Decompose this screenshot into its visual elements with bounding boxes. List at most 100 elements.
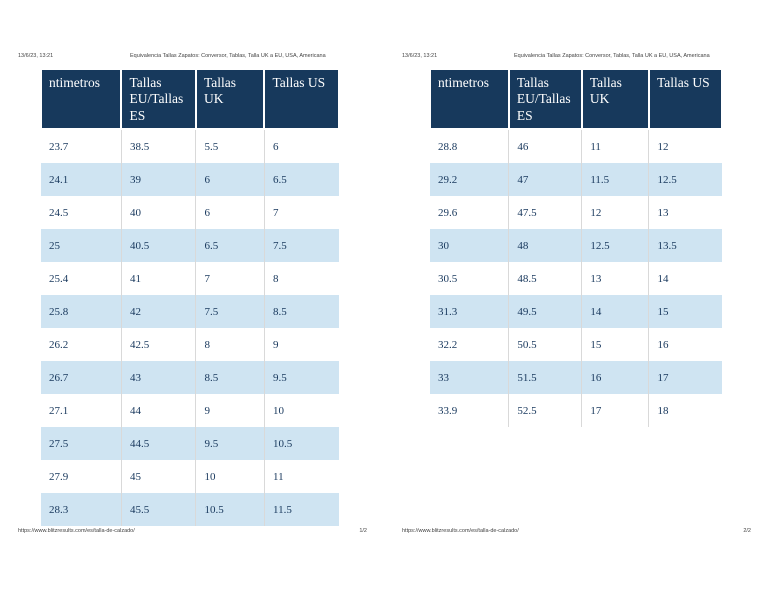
table-cell: 24.1 xyxy=(41,163,122,197)
table-cell: 28.8 xyxy=(430,129,509,164)
table-cell: 14 xyxy=(648,262,722,296)
table-cell: 7.5 xyxy=(263,229,339,263)
table-cell: 41 xyxy=(120,262,196,296)
table-row: 27.9 45 10 11 xyxy=(41,460,339,494)
table-cell: 13.5 xyxy=(648,229,722,263)
table-cell: 26.7 xyxy=(41,361,122,395)
table-header-row: ntimetros Tallas EU/Tallas ES Tallas UK … xyxy=(39,67,340,131)
table-cell: 6.5 xyxy=(263,163,339,197)
table-cell: 27.5 xyxy=(41,427,122,461)
col-header-uk: Tallas UK xyxy=(580,67,650,131)
table-cell: 6.5 xyxy=(195,229,265,263)
table-cell: 13 xyxy=(581,262,649,296)
table-cell: 42.5 xyxy=(120,328,196,362)
table-row: 25.4 41 7 8 xyxy=(41,262,339,296)
col-header-uk: Tallas UK xyxy=(194,67,266,131)
table-cell: 11 xyxy=(581,129,649,164)
table-cell: 40.5 xyxy=(120,229,196,263)
col-header-eu-es: Tallas EU/Tallas ES xyxy=(507,67,583,131)
page-number: 1/2 xyxy=(359,528,367,534)
table-row: 23.7 38.5 5.5 6 xyxy=(41,129,339,164)
table-row: 33.9 52.5 17 18 xyxy=(430,394,722,428)
table-cell: 33.9 xyxy=(430,394,509,428)
table-cell: 12 xyxy=(581,196,649,230)
table-cell: 48 xyxy=(508,229,582,263)
col-header-eu-es: Tallas EU/Tallas ES xyxy=(120,67,197,131)
table-cell: 12.5 xyxy=(581,229,649,263)
table-cell: 46 xyxy=(508,129,582,164)
table-row: 27.1 44 9 10 xyxy=(41,394,339,428)
table-row: 24.5 40 6 7 xyxy=(41,196,339,230)
source-url: https://www.blitzresults.com/es/talla-de… xyxy=(402,528,519,534)
table-cell: 13 xyxy=(648,196,722,230)
table-cell: 27.1 xyxy=(41,394,122,428)
table-cell: 28.3 xyxy=(41,493,122,527)
table-cell: 15 xyxy=(581,328,649,362)
table-cell: 18 xyxy=(648,394,722,428)
table-cell: 48.5 xyxy=(508,262,582,296)
document-title: Equivalencia Tallas Zapatos: Conversor, … xyxy=(514,53,710,59)
table-cell: 10 xyxy=(263,394,339,428)
table-row: 27.5 44.5 9.5 10.5 xyxy=(41,427,339,461)
table-header-row: ntimetros Tallas EU/Tallas ES Tallas UK … xyxy=(429,67,724,131)
table-row: 26.2 42.5 8 9 xyxy=(41,328,339,362)
table-cell: 10.5 xyxy=(195,493,265,527)
print-date: 13/6/23, 13:21 xyxy=(402,53,438,59)
print-footer: https://www.blitzresults.com/es/talla-de… xyxy=(402,528,751,536)
table-cell: 49.5 xyxy=(508,295,582,329)
page-number: 2/2 xyxy=(743,528,751,534)
table-cell: 30 xyxy=(430,229,509,263)
table-cell: 8.5 xyxy=(263,295,339,329)
table-cell: 9 xyxy=(263,328,339,362)
table-row: 32.2 50.5 15 16 xyxy=(430,328,722,362)
table-cell: 11 xyxy=(263,460,339,494)
table-row: 28.3 45.5 10.5 11.5 xyxy=(41,493,339,527)
table-cell: 12 xyxy=(648,129,722,164)
table-row: 25 40.5 6.5 7.5 xyxy=(41,229,339,263)
col-header-centimeters: ntimetros xyxy=(429,67,510,131)
print-footer: https://www.blitzresults.com/es/talla-de… xyxy=(18,528,367,536)
table-cell: 31.3 xyxy=(430,295,509,329)
document-page-2: 13/6/23, 13:21 Equivalencia Tallas Zapat… xyxy=(384,0,768,594)
source-url: https://www.blitzresults.com/es/talla-de… xyxy=(18,528,135,534)
col-header-us: Tallas US xyxy=(263,67,340,131)
table-cell: 45.5 xyxy=(120,493,196,527)
table-cell: 47 xyxy=(508,163,582,197)
table-cell: 11.5 xyxy=(581,163,649,197)
table-cell: 17 xyxy=(648,361,722,395)
table-cell: 7 xyxy=(195,262,265,296)
table-cell: 25 xyxy=(41,229,122,263)
table-row: 31.3 49.5 14 15 xyxy=(430,295,722,329)
col-header-centimeters: ntimetros xyxy=(39,67,123,131)
table-cell: 39 xyxy=(120,163,196,197)
table-cell: 6 xyxy=(195,196,265,230)
table-row: 30.5 48.5 13 14 xyxy=(430,262,722,296)
table-cell: 17 xyxy=(581,394,649,428)
table-cell: 25.4 xyxy=(41,262,122,296)
table-cell: 8 xyxy=(195,328,265,362)
print-header: 13/6/23, 13:21 Equivalencia Tallas Zapat… xyxy=(18,53,374,61)
table-cell: 8.5 xyxy=(195,361,265,395)
document-page-1: 13/6/23, 13:21 Equivalencia Tallas Zapat… xyxy=(18,53,374,536)
table-cell: 12.5 xyxy=(648,163,722,197)
table-cell: 51.5 xyxy=(508,361,582,395)
table-cell: 32.2 xyxy=(430,328,509,362)
table-cell: 10.5 xyxy=(263,427,339,461)
table-cell: 14 xyxy=(581,295,649,329)
table-cell: 26.2 xyxy=(41,328,122,362)
table-cell: 42 xyxy=(120,295,196,329)
table-cell: 7.5 xyxy=(195,295,265,329)
table-cell: 47.5 xyxy=(508,196,582,230)
table-cell: 43 xyxy=(120,361,196,395)
shoe-size-table-page2: ntimetros Tallas EU/Tallas ES Tallas UK … xyxy=(429,67,724,428)
print-header: 13/6/23, 13:21 Equivalencia Tallas Zapat… xyxy=(402,53,758,61)
table-cell: 9.5 xyxy=(195,427,265,461)
table-cell: 25.8 xyxy=(41,295,122,329)
table-row: 25.8 42 7.5 8.5 xyxy=(41,295,339,329)
table-cell: 7 xyxy=(263,196,339,230)
table-cell: 38.5 xyxy=(120,129,196,164)
document-title: Equivalencia Tallas Zapatos: Conversor, … xyxy=(130,53,326,59)
table-cell: 52.5 xyxy=(508,394,582,428)
table-row: 29.6 47.5 12 13 xyxy=(430,196,722,230)
